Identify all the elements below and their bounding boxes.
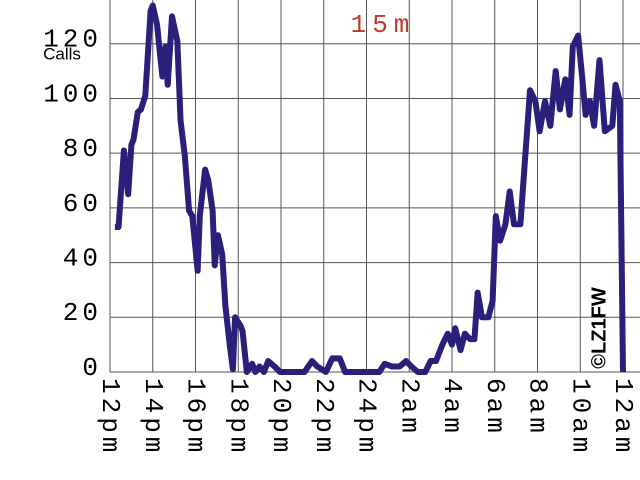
y-tick-label: 60 <box>63 189 102 219</box>
plot-area: 0 20 40 60 80 100 120 12pm 14pm 16pm 18pm 20pm 22pm 2… <box>43 0 640 456</box>
x-tick-label: 12pm <box>95 378 125 456</box>
y-tick-label: 0 <box>82 353 102 383</box>
x-tick-label: 14pm <box>138 378 168 456</box>
x-tick-label: 6am <box>480 378 510 437</box>
x-tick-label: 10am <box>565 378 595 456</box>
y-tick-label: 40 <box>63 243 102 273</box>
data-line <box>114 2 626 375</box>
y-tick-label: 20 <box>63 298 102 328</box>
y-tick-label: 120 <box>43 25 102 55</box>
y-tick-label: 100 <box>43 79 102 109</box>
x-tick-label: 20pm <box>266 378 296 456</box>
x-tick-label: 18pm <box>223 378 253 456</box>
chart-title: 15m <box>351 10 416 40</box>
x-tick-label: 8am <box>523 378 553 437</box>
x-tick-label: 24pm <box>352 378 382 456</box>
x-tick-label: 2am <box>394 378 424 437</box>
watermark: ©LZ1FW <box>588 287 610 369</box>
x-tick-label: 12am <box>608 378 638 456</box>
x-tick-label: 22pm <box>309 378 339 456</box>
y-tick-label: 80 <box>63 134 102 164</box>
y-axis-label: Calls <box>43 44 81 63</box>
x-tick-label: 16pm <box>181 378 211 456</box>
x-tick-label: 4am <box>437 378 467 437</box>
